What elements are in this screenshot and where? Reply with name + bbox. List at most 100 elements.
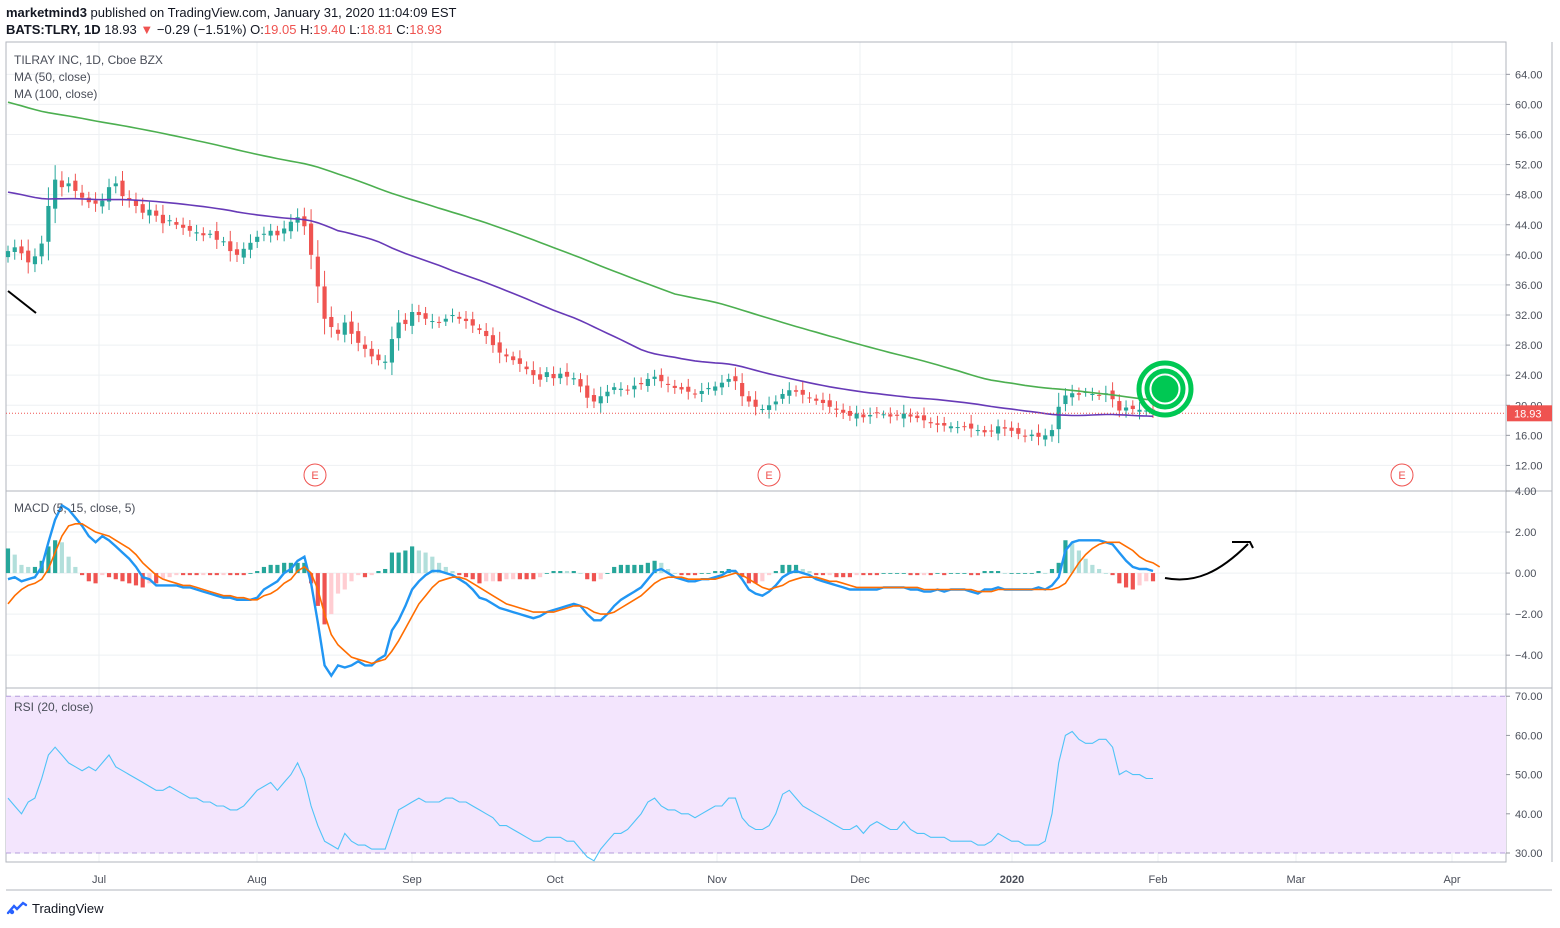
candle-body [686, 386, 691, 392]
time-tick-label: Nov [707, 874, 727, 886]
candle-body [989, 430, 994, 432]
macd-histogram-bar [133, 573, 139, 586]
candle-body [780, 393, 785, 399]
time-axis[interactable]: Jul Aug Sep Oct Nov Dec 2020 Feb Mar Apr [92, 874, 1461, 886]
candle-body [100, 200, 105, 207]
plot-frame [5, 41, 1507, 863]
macd-histogram-bar [787, 564, 792, 574]
candle-body [793, 390, 799, 392]
candle-body [645, 378, 650, 387]
macd-histogram-bar [342, 573, 347, 590]
macd-histogram-bar [1049, 568, 1055, 574]
candle-body [275, 230, 280, 236]
macd-histogram-bar [100, 573, 105, 576]
macd-histogram-bar [362, 573, 368, 578]
macd-histogram-bar [268, 564, 273, 574]
tradingview-brand[interactable]: TradingView [32, 900, 104, 916]
macd-histogram-bar [524, 573, 529, 580]
ma50-legend[interactable]: MA (50, close) [14, 70, 91, 84]
macd-histogram-bar [248, 573, 253, 574]
macd-histogram-bar [403, 550, 408, 574]
candle-body [255, 236, 260, 242]
candle-body [760, 409, 765, 411]
macd-histogram-bar [349, 573, 354, 582]
macd-histogram-bar [302, 562, 307, 574]
macd-histogram-bar [585, 573, 590, 580]
macd-histogram-bar [463, 573, 469, 578]
macd-histogram-bar [591, 573, 597, 582]
rsi-pane-title[interactable]: RSI (20, close) [14, 700, 93, 714]
candle-body [800, 389, 805, 395]
rsi-axis[interactable]: 30.00 40.00 50.00 60.00 70.00 [1506, 691, 1543, 860]
price-axis[interactable]: 12.0016.0020.0024.0028.0032.0036.0040.00… [1506, 69, 1552, 472]
candle-body [26, 250, 31, 263]
macd-histogram-bar [773, 571, 778, 574]
macd-histogram-bar [207, 573, 213, 576]
candle-body [416, 312, 421, 316]
candle-body [692, 393, 698, 395]
macd-histogram-bar [275, 564, 280, 574]
macd-histogram-bar [558, 571, 563, 574]
candle-body [1043, 435, 1048, 440]
main-pane-title[interactable]: TILRAY INC, 1D, Cboe BZX [14, 53, 163, 67]
candle-body [598, 396, 603, 404]
macd-histogram-bar [1130, 573, 1135, 590]
candle-body [571, 378, 576, 380]
candle-body [127, 197, 132, 200]
candle-body [1016, 428, 1021, 434]
arrow-head-icon [1232, 541, 1254, 549]
macd-histogram-bar [127, 573, 132, 584]
target-marker [1144, 368, 1186, 410]
macd-axis[interactable]: −4.00 −2.00 0.00 2.00 4.00 [1506, 486, 1543, 662]
candle-body [632, 385, 637, 390]
candle-body [1002, 427, 1007, 429]
macd-histogram-bar [1022, 573, 1028, 574]
macd-histogram-bar [1144, 573, 1149, 582]
macd-tick-label: −4.00 [1515, 650, 1543, 662]
candle-body [187, 225, 192, 231]
ma100-legend[interactable]: MA (100, close) [14, 87, 97, 101]
candle-body [106, 187, 112, 202]
macd-histogram-bar [719, 571, 725, 574]
macd-histogram-bar [154, 573, 159, 584]
time-tick-label: Sep [402, 874, 422, 886]
candle-body [915, 415, 920, 419]
candle-body [133, 199, 139, 206]
macd-histogram-bar [767, 573, 772, 576]
macd-histogram-bar [295, 562, 300, 574]
macd-histogram-bar [854, 573, 859, 576]
macd-histogram-bar [793, 564, 799, 574]
candle-body [1056, 406, 1061, 430]
macd-histogram-bar [19, 564, 24, 574]
macd-histogram-bar [1029, 573, 1034, 574]
macd-histogram-bar [571, 571, 576, 574]
candle-body [585, 385, 590, 398]
candle-body [841, 409, 846, 413]
macd-histogram-bar [106, 573, 112, 578]
earnings-marker[interactable] [1390, 463, 1414, 487]
earnings-marker-label: E [1398, 470, 1405, 482]
publisher-name[interactable]: marketmind3 [6, 5, 87, 20]
candle-body [665, 383, 671, 385]
macd-histogram-bar [625, 564, 630, 574]
candle-body [5, 251, 11, 258]
macd-histogram-bar [598, 573, 603, 580]
earnings-marker[interactable] [303, 463, 327, 487]
macd-histogram-bar [618, 564, 623, 574]
macd-histogram-bar [1036, 571, 1041, 574]
macd-histogram-bar [780, 564, 785, 574]
candle-body [174, 222, 179, 225]
macd-histogram-bar [807, 571, 812, 574]
macd-pane-title[interactable]: MACD (5, 15, close, 5) [14, 501, 135, 515]
earnings-marker[interactable] [757, 463, 781, 487]
macd-histogram-bar [383, 568, 388, 574]
macd-histogram-bar [901, 573, 906, 574]
candle-body [389, 339, 394, 363]
candle-body [814, 398, 819, 401]
candle-body [140, 204, 145, 213]
candle-body [477, 328, 482, 331]
macd-histogram-bar [800, 568, 805, 574]
symbol-label[interactable]: BATS:TLRY, 1D [6, 22, 101, 37]
